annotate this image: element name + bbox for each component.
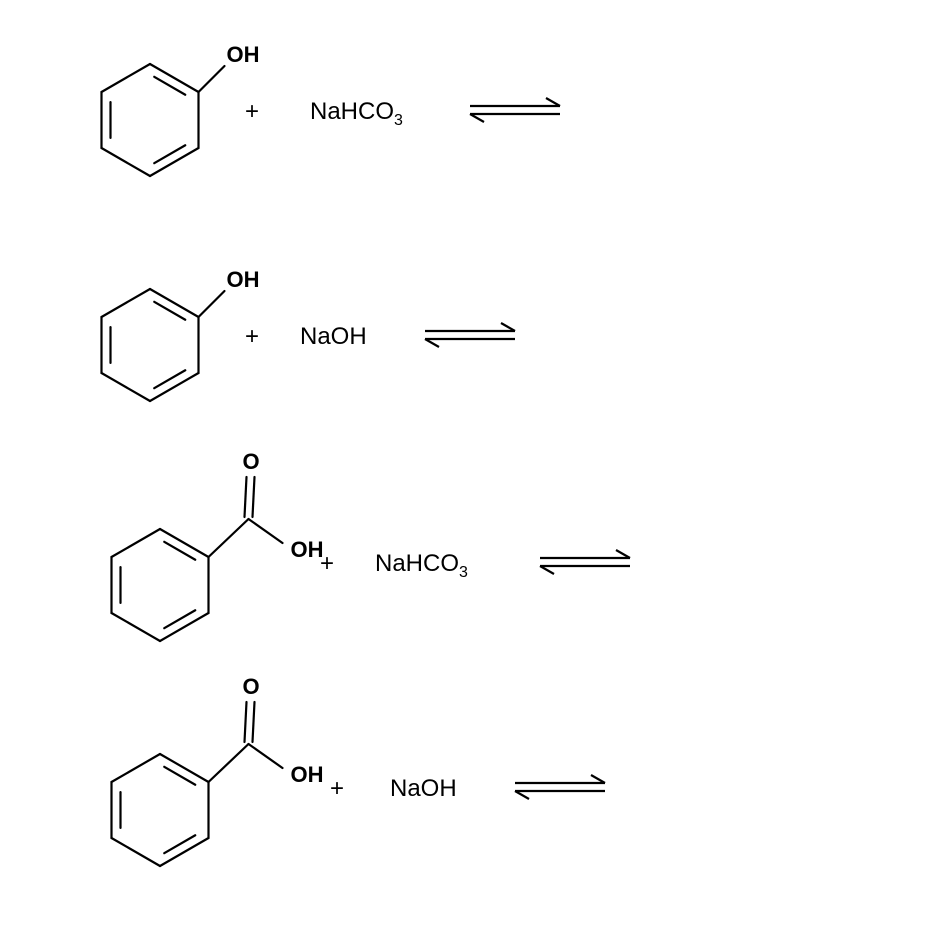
plus-sign: + [320,550,334,578]
reagent-formula: NaHCO3 [375,550,468,578]
equilibrium-arrow [0,0,936,936]
benzoic-acid-structure [0,0,936,936]
reagent-formula-main: NaHCO [375,550,459,577]
equilibrium-arrow [0,0,936,936]
equilibrium-arrow [0,0,936,936]
hydroxyl-label: OH [290,537,323,563]
carbonyl-oxygen-label: O [242,674,259,700]
reagent-formula-main: NaHCO [310,98,394,125]
hydroxyl-label: OH [226,42,259,68]
carbonyl-oxygen-label: O [242,449,259,475]
phenol-structure [0,0,936,936]
benzoic-acid-structure [0,0,936,936]
hydroxyl-label: OH [290,762,323,788]
phenol-structure [0,0,936,936]
reagent-formula: NaOH [390,775,457,803]
hydroxyl-label: OH [226,267,259,293]
reagent-formula-main: NaOH [300,323,367,350]
plus-sign: + [245,323,259,351]
reagent-formula-main: NaOH [390,775,457,802]
plus-sign: + [245,98,259,126]
equilibrium-arrow [0,0,936,936]
reagent-formula-subscript: 3 [394,112,403,129]
reagent-formula: NaHCO3 [310,98,403,126]
plus-sign: + [330,775,344,803]
reagent-formula: NaOH [300,323,367,351]
reagent-formula-subscript: 3 [459,564,468,581]
